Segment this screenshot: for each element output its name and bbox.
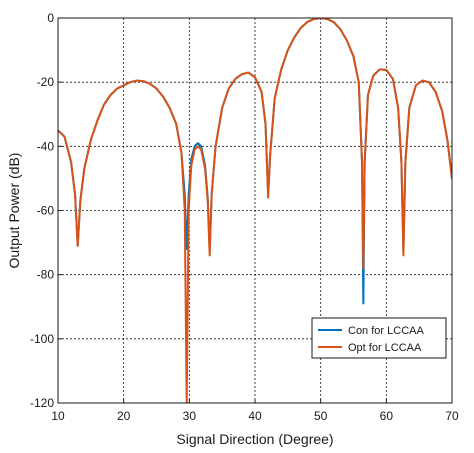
series-layer	[58, 18, 452, 403]
y-tick-label: -100	[30, 332, 54, 346]
x-tick-label: 60	[380, 409, 394, 423]
legend: Con for LCCAA Opt for LCCAA	[311, 317, 447, 359]
x-tick-label: 40	[248, 409, 262, 423]
x-tick-label: 10	[51, 409, 65, 423]
y-axis-label: Output Power (dB)	[6, 153, 22, 269]
y-tick-label: -40	[37, 139, 55, 153]
y-tick-label: -80	[37, 268, 55, 282]
y-tick-label: -120	[30, 396, 54, 410]
y-tick-label: -20	[37, 75, 55, 89]
plot-frame	[57, 17, 453, 404]
y-tick-labels: 0 -20 -40 -60 -80 -100 -120	[30, 11, 62, 410]
legend-box	[311, 317, 447, 359]
x-axis-label: Signal Direction (Degree)	[176, 431, 333, 447]
x-tick-label: 30	[183, 409, 197, 423]
series-line-1	[58, 18, 452, 403]
x-tick-label: 20	[117, 409, 131, 423]
x-tick-labels: 10 20 30 40 50 60 70	[51, 399, 459, 423]
y-tick-label: 0	[47, 11, 54, 25]
legend-label-opt: Opt for LCCAA	[348, 342, 422, 354]
x-tick-label: 70	[445, 409, 459, 423]
y-tick-label: -60	[37, 204, 55, 218]
x-tick-label: 50	[314, 409, 328, 423]
legend-label-con: Con for LCCAA	[348, 325, 424, 337]
